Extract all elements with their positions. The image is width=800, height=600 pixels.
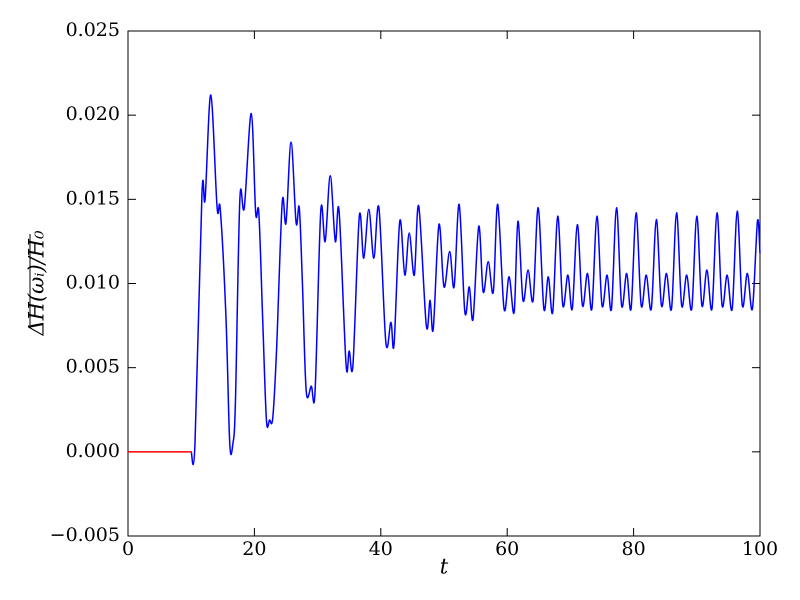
y-tick-label: 0.010 [66,272,120,294]
x-tick-label: 40 [369,538,393,560]
x-tick-label: 20 [242,538,266,560]
x-tick-label: 60 [495,538,519,560]
y-tick-label: 0.020 [66,103,120,125]
data-line [190,94,761,466]
x-tick-label: 80 [622,538,646,560]
y-tick-label: 0.025 [66,19,120,41]
y-axis-label: ΔH(ωᵢ)/H₀ [25,230,49,337]
y-tick-label: 0.015 [66,187,120,209]
x-tick-label: 100 [742,538,778,560]
x-axis-label: t [440,555,449,579]
x-tick-label: 0 [122,538,134,560]
y-tick-label: 0.000 [66,440,120,462]
y-tick-label: 0.005 [66,356,120,378]
y-tick-label: −0.005 [50,524,120,546]
